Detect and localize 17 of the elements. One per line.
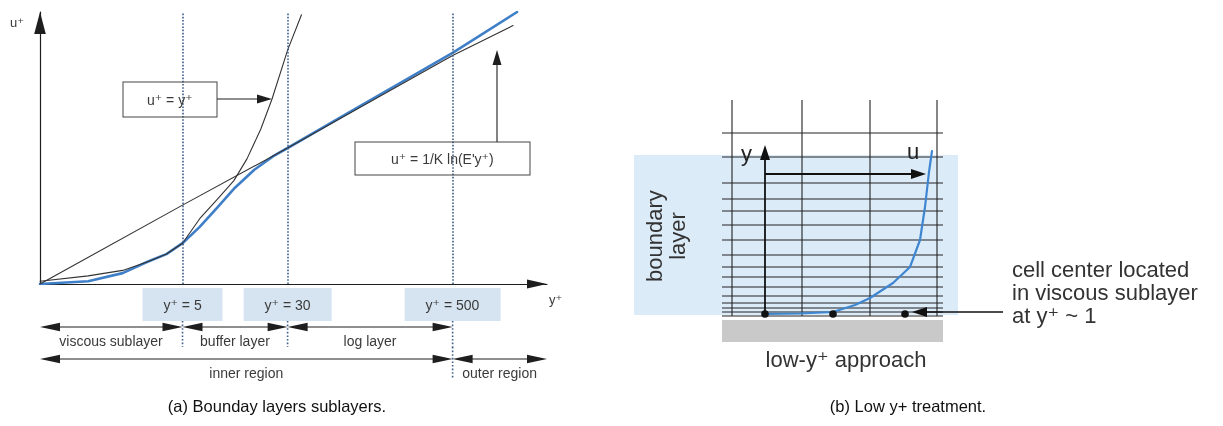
text: cell center located in viscous sublayer at y⁺ ~ 1 bbox=[1012, 257, 1199, 328]
x-tick-label: y⁺ = 500 bbox=[425, 296, 480, 313]
x-tick-label: y⁺ = 30 bbox=[264, 296, 311, 313]
x-axis-title: y⁺ bbox=[549, 292, 563, 307]
annotation: u⁺ = y⁺ bbox=[147, 91, 193, 108]
text: (b) Low y+ treatment. bbox=[829, 397, 987, 416]
text: inner region bbox=[209, 365, 284, 381]
text: viscous sublayer bbox=[59, 333, 163, 349]
text: (a) Bounday layers sublayers. bbox=[167, 397, 387, 416]
y-axis-title: u⁺ bbox=[10, 15, 25, 30]
annotation: u⁺ = 1/K ln(E'y⁺) bbox=[391, 150, 494, 167]
text: boundary layer bbox=[642, 189, 690, 284]
text: low-y⁺ approach bbox=[765, 347, 927, 373]
x-tick-label: y⁺ = 5 bbox=[163, 296, 202, 313]
text: log layer bbox=[343, 333, 397, 349]
text: outer region bbox=[462, 365, 538, 381]
text: buffer layer bbox=[200, 333, 270, 349]
